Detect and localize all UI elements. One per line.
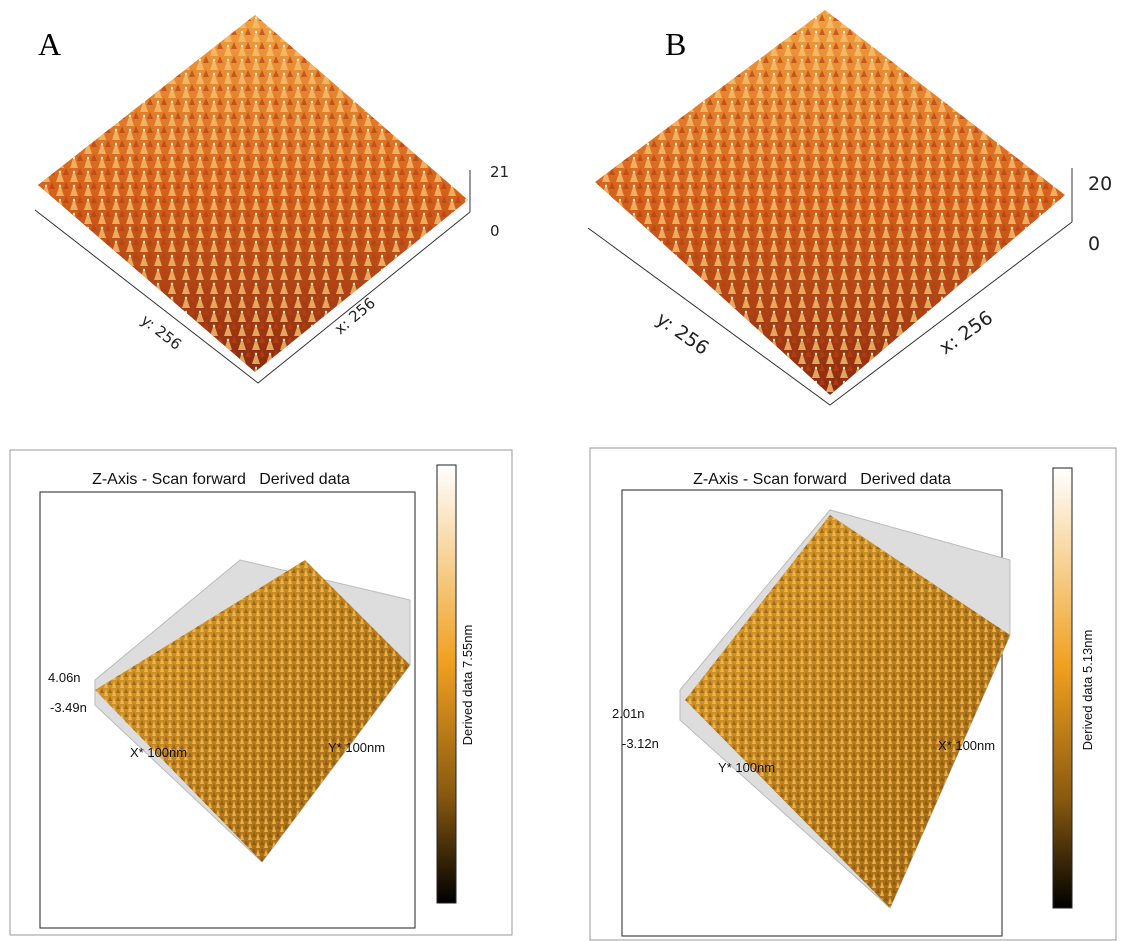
x-axis-label: x: 256 [935, 307, 997, 359]
scan-title: Z-Axis - Scan forward Derived data [693, 471, 951, 488]
panel-a: A 21 0 y: 256 x: 256 [35, 15, 509, 383]
z-max: 4.06n [48, 670, 81, 685]
z-tick-label: 20 [1088, 173, 1112, 195]
scan-b: Z-Axis - Scan forward Derived data Deriv… [590, 448, 1116, 940]
panel-label: A [38, 26, 61, 62]
colorbar-label: Derived data 5.13nm [1080, 630, 1095, 751]
x-axis-label: X* 100nm [130, 745, 187, 760]
z-max: 2.01n [612, 706, 645, 721]
z-min: -3.49n [50, 700, 87, 715]
colorbar [437, 465, 456, 903]
scan-a: Z-Axis - Scan forward Derived data Deriv… [10, 450, 512, 935]
z-min: -3.12n [622, 736, 659, 751]
z-tick-label: 21 [490, 163, 509, 181]
colorbar [1053, 468, 1072, 908]
colorbar-label: Derived data 7.55nm [460, 625, 475, 746]
panel-b: B 20 0 y: 256 x: 256 [588, 10, 1112, 405]
x-axis-label: X* 100nm [938, 738, 995, 753]
surface-texture [38, 15, 468, 372]
figure: A 21 0 y: 256 x: 256 B 20 0 y: 256 x: 25… [0, 0, 1123, 941]
y-axis-label: y: 256 [652, 308, 713, 360]
panel-label: B [665, 26, 686, 62]
surface-texture [595, 10, 1065, 395]
z-tick-label: 0 [1088, 233, 1100, 255]
z-tick-label: 0 [490, 222, 500, 240]
y-axis-label: Y* 100nm [718, 760, 775, 775]
y-axis-label: Y* 100nm [328, 740, 385, 755]
scan-title: Z-Axis - Scan forward Derived data [92, 471, 350, 488]
y-axis-label: y: 256 [138, 311, 186, 354]
